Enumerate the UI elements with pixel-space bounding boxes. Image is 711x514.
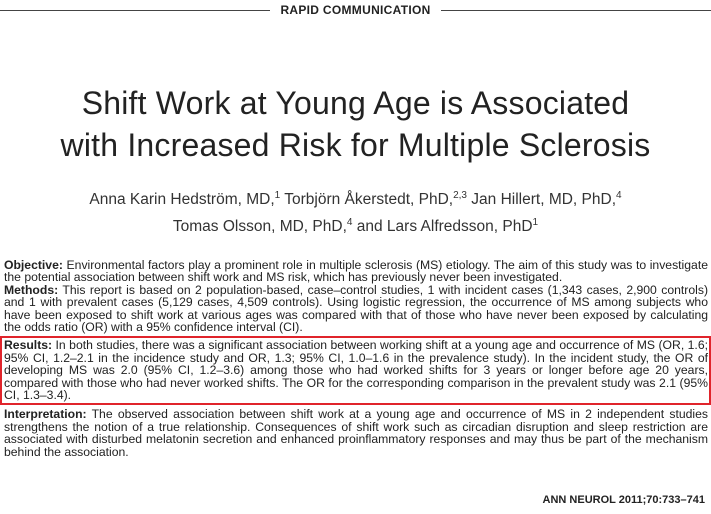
section-label: Methods:: [4, 282, 59, 297]
author-name: and Lars Alfredsson, PhD: [352, 218, 533, 235]
section-label: Interpretation:: [4, 407, 87, 422]
author-line-1: Anna Karin Hedström, MD,1 Torbjörn Åkers…: [0, 186, 711, 213]
affiliation-marker: 4: [346, 217, 353, 228]
abstract-objective: Objective: Environmental factors play a …: [4, 259, 708, 284]
section-text: In both studies, there was a significant…: [4, 338, 708, 403]
abstract-interpretation: Interpretation: The observed association…: [4, 408, 708, 458]
section-text: This report is based on 2 population-bas…: [4, 282, 708, 335]
section-text: The observed association between shift w…: [4, 407, 708, 459]
abstract-methods: Methods: This report is based on 2 popul…: [4, 284, 708, 334]
author-name: Anna Karin Hedström, MD,: [89, 191, 275, 208]
title-line-1: Shift Work at Young Age is Associated: [81, 85, 630, 121]
article-type-label: RAPID COMMUNICATION: [280, 3, 431, 17]
article-title: Shift Work at Young Age is Associated wi…: [0, 82, 711, 166]
abstract-results: Results: In both studies, there was a si…: [4, 339, 708, 401]
highlight-box: Results: In both studies, there was a si…: [0, 336, 711, 406]
abstract: Objective: Environmental factors play a …: [0, 259, 711, 458]
affiliation-marker: 1: [532, 217, 539, 228]
section-label: Objective:: [4, 258, 63, 272]
author-name: Jan Hillert, MD, PhD,: [467, 191, 617, 208]
section-text: Environmental factors play a prominent r…: [4, 258, 708, 285]
journal-citation: ANN NEUROL 2011;70:733–741: [542, 494, 705, 506]
author-name: Torbjörn Åkerstedt, PhD,: [280, 191, 454, 208]
author-line-2: Tomas Olsson, MD, PhD,4 and Lars Alfreds…: [0, 213, 711, 240]
author-list: Anna Karin Hedström, MD,1 Torbjörn Åkers…: [0, 186, 711, 240]
affiliation-marker: 2,3: [453, 190, 467, 201]
header-rule-left: [0, 9, 271, 11]
author-name: Tomas Olsson, MD, PhD,: [172, 218, 347, 235]
affiliation-marker: 1: [274, 190, 281, 201]
title-line-2: with Increased Risk for Multiple Scleros…: [60, 127, 651, 163]
section-label: Results:: [4, 338, 53, 353]
affiliation-marker: 4: [616, 190, 622, 201]
section-header: RAPID COMMUNICATION: [0, 0, 711, 20]
header-rule-right: [440, 9, 711, 11]
